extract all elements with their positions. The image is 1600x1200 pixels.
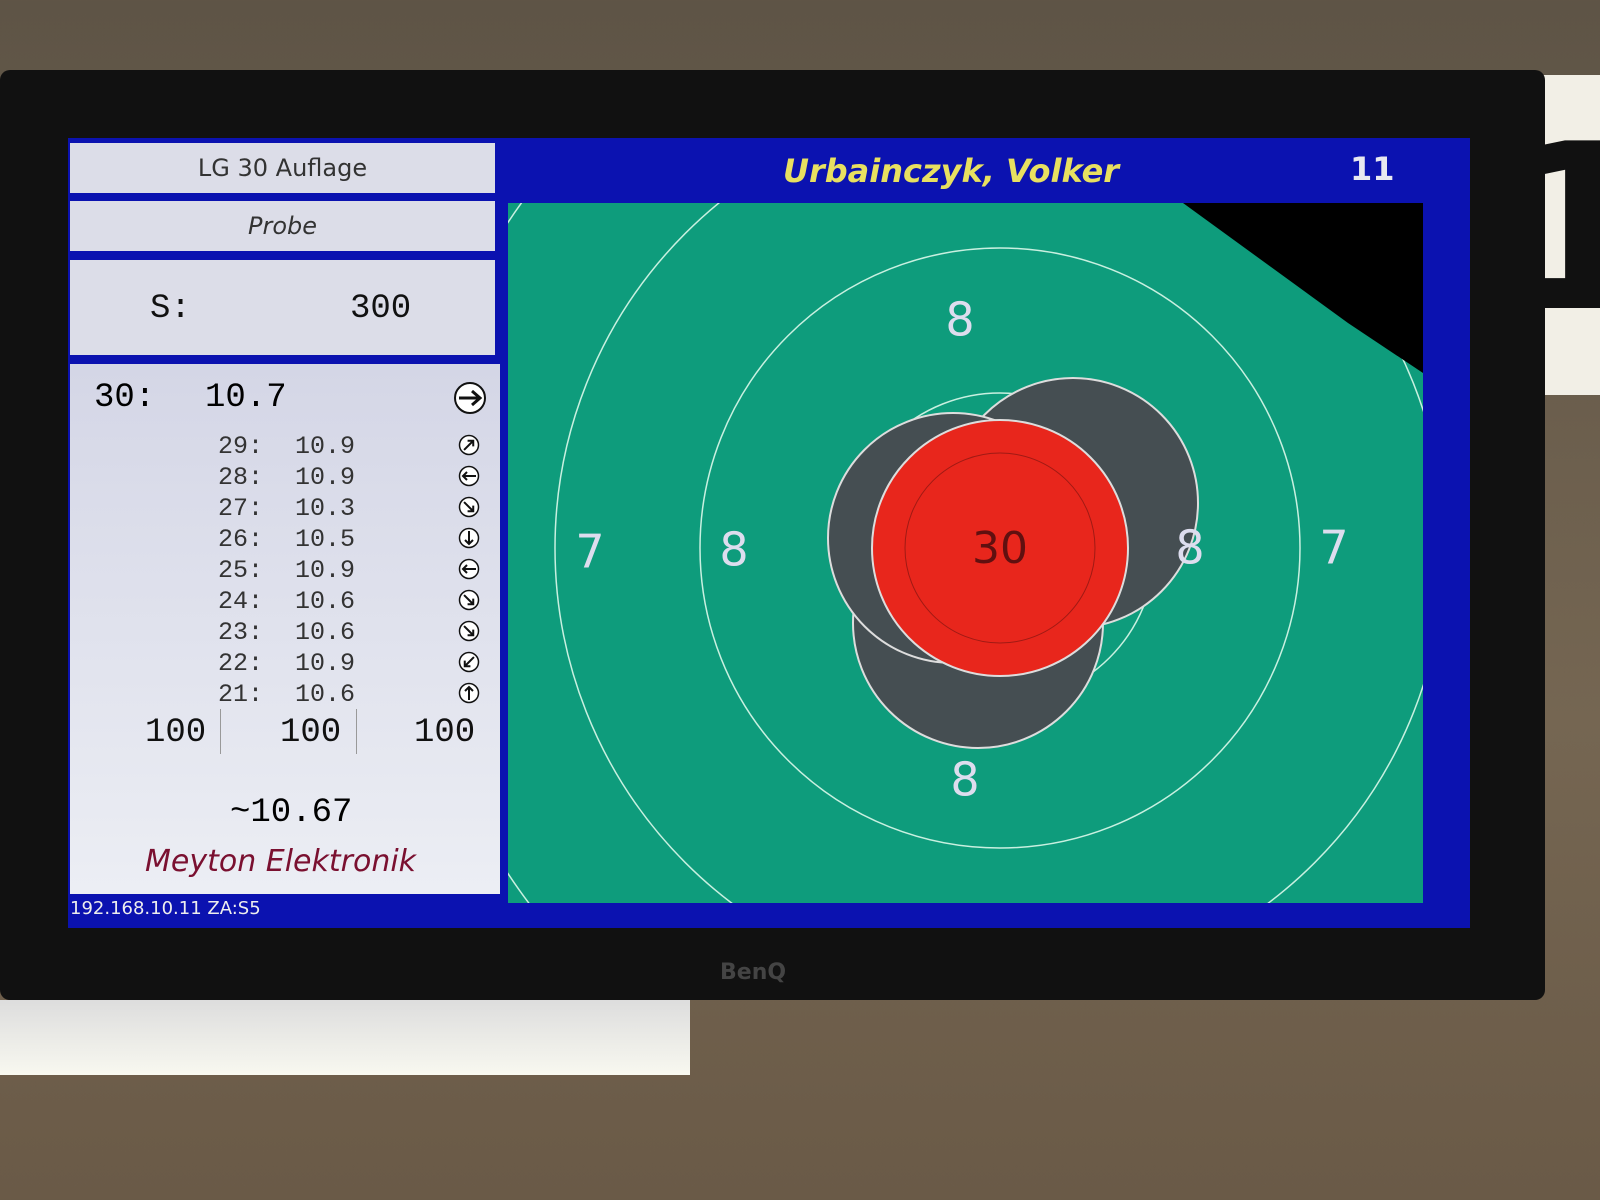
- direction-icon: [458, 527, 480, 549]
- shot-value: 10.6: [295, 680, 356, 709]
- shot-value: 10.9: [295, 463, 356, 492]
- ring-label: 7: [1319, 521, 1348, 575]
- mode: Probe: [70, 201, 495, 251]
- ring-label: 8: [719, 523, 748, 577]
- shot-number: 28:: [218, 463, 264, 492]
- direction-icon: [458, 465, 480, 487]
- brand: Meyton Elektronik: [145, 844, 417, 879]
- shot-value: 10.9: [295, 556, 356, 585]
- shot-panel: 30: 10.7 29: 10.9 28: 10.9 27: 10.3 26: …: [70, 364, 500, 894]
- shooter-name: Urbainczyk, Volker: [783, 152, 1120, 190]
- shot-number: 24:: [218, 587, 264, 616]
- shot-number: 26:: [218, 525, 264, 554]
- ring-label: 8: [945, 293, 974, 347]
- shot-value: 10.9: [295, 432, 356, 461]
- shot-value: 10.9: [295, 649, 356, 678]
- series-total: 100: [414, 714, 476, 752]
- shot-value: 10.6: [295, 618, 356, 647]
- last-shot-value: 10.7: [205, 379, 287, 417]
- average: ~10.67: [230, 794, 353, 832]
- ring-label: 8: [1175, 521, 1204, 575]
- direction-icon: [458, 620, 480, 642]
- ring-label: 8: [950, 753, 979, 807]
- shot-value: 10.3: [295, 494, 356, 523]
- shot-number: 23:: [218, 618, 264, 647]
- lane: 11: [1350, 150, 1395, 188]
- shot-number: 27:: [218, 494, 264, 523]
- footer: 192.168.10.11 ZA:S5: [70, 898, 261, 919]
- direction-icon: [458, 682, 480, 704]
- shot-value: 10.5: [295, 525, 356, 554]
- shot-number: 21:: [218, 680, 264, 709]
- direction-icon: [454, 382, 486, 414]
- series-total: 100: [145, 714, 207, 752]
- center-label: 30: [972, 523, 1028, 574]
- total-box: S: 300: [70, 260, 495, 355]
- direction-icon: [458, 558, 480, 580]
- shot-number: 25:: [218, 556, 264, 585]
- ring-label: 7: [575, 525, 604, 579]
- direction-icon: [458, 434, 480, 456]
- last-shot-number: 30:: [94, 379, 156, 417]
- shot-value: 10.6: [295, 587, 356, 616]
- target: 8 8 8 8 7 7 30: [508, 203, 1423, 903]
- shot-number: 29:: [218, 432, 264, 461]
- series-total: 100: [280, 714, 342, 752]
- direction-icon: [458, 589, 480, 611]
- shot-number: 22:: [218, 649, 264, 678]
- screen: LG 30 Auflage Probe S: 300 30: 10.7 29: …: [68, 138, 1470, 928]
- lamp: [0, 1000, 690, 1075]
- monitor-brand: BenQ: [720, 960, 787, 985]
- discipline: LG 30 Auflage: [70, 143, 495, 193]
- total-label: S:: [150, 290, 191, 328]
- direction-icon: [458, 651, 480, 673]
- total: 300: [350, 290, 412, 328]
- direction-icon: [458, 496, 480, 518]
